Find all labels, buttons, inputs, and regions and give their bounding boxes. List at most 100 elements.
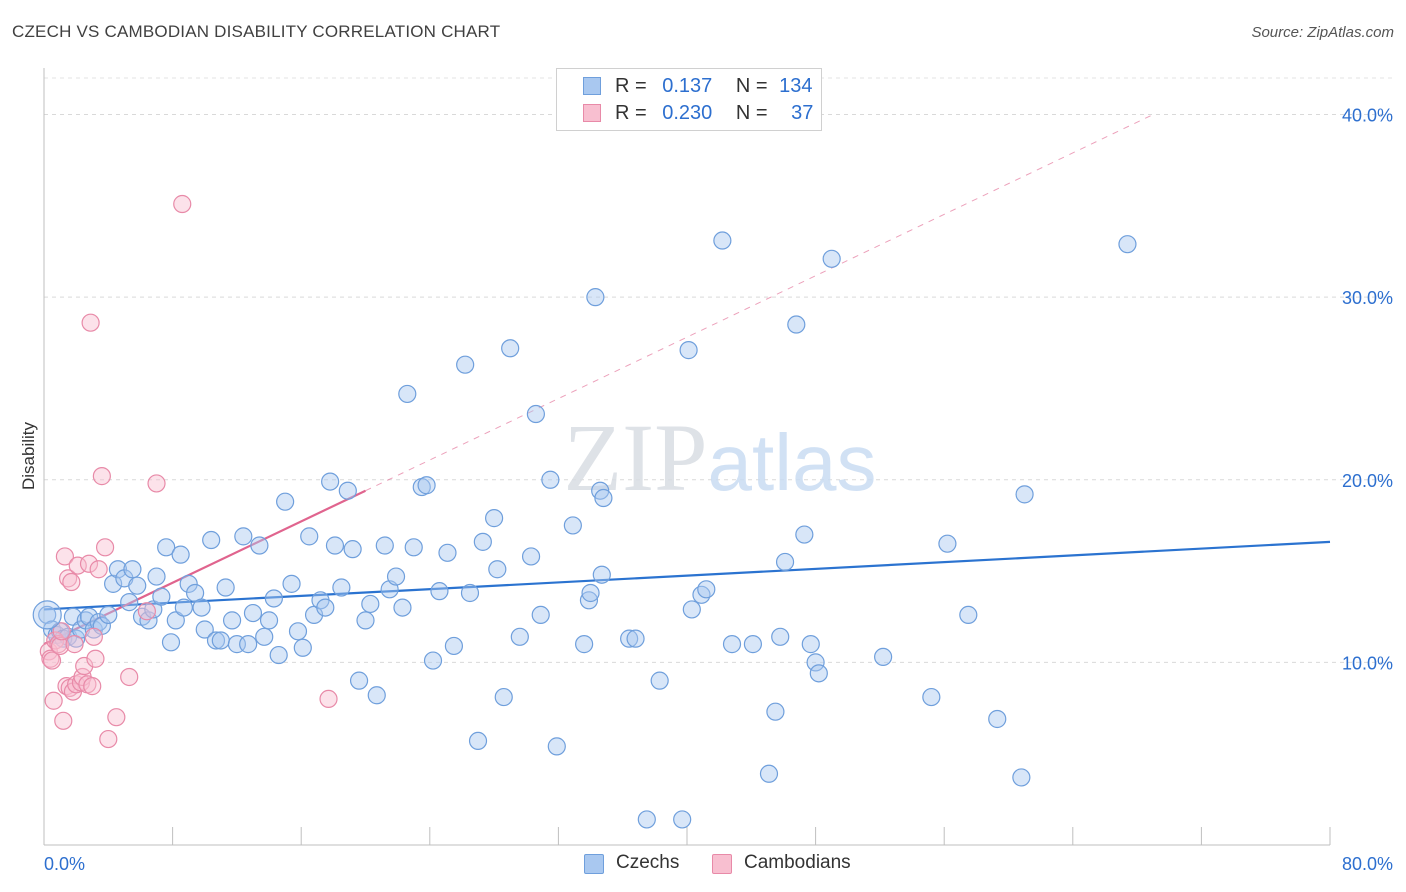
cambodian-point [86,649,105,668]
czech-point [575,635,594,654]
stats-legend: R = 0.137 N = 134 R = 0.230 N = 37 [556,68,822,131]
axes [43,68,1331,846]
czech-point [250,536,269,555]
czech-point [202,530,221,550]
czech-point [264,589,283,608]
czech-point [269,645,288,665]
cambodian-point [52,622,71,641]
czechs-legend-swatch [584,854,604,874]
czech-point [216,578,235,597]
czech-point [293,638,312,657]
czech-point [152,587,171,606]
czech-point [255,627,274,646]
czech-point [1015,485,1034,504]
czech-point [386,567,406,586]
czech-point [147,567,166,586]
czech-point [775,552,795,572]
czech-point [423,651,443,670]
czech-point [473,532,492,551]
czech-point [581,583,600,603]
czech-point [531,605,550,625]
czechs-swatch [583,77,601,95]
czech-point [120,593,139,612]
czech-point [144,600,163,619]
czech-point [510,627,529,646]
n-value: 37 [791,102,814,124]
czech-point [128,576,147,595]
czech-point [243,603,263,623]
y-axis-label: Disability [19,421,38,490]
czech-point [809,664,828,683]
czech-point [444,636,464,656]
czech-point [697,580,716,599]
cambodian-point [50,636,70,656]
czech-point [259,611,279,630]
series-legend: Czechs Cambodians [0,852,1406,876]
czech-point [682,600,701,619]
source-label: Source: ZipAtlas.com [1251,24,1394,41]
cambodian-point [84,627,103,646]
czech-point [108,560,128,579]
czech-point [713,231,732,250]
czech-point [139,611,158,630]
czech-point [174,598,193,617]
cambodian-trend-extension [365,114,1154,492]
czech-point [806,653,825,672]
czech-point [211,631,230,650]
czech-point [460,583,480,603]
r-value: 0.137 [662,75,713,97]
cambodian-point [75,656,94,676]
czech-point [276,492,295,511]
czech-point [787,315,806,334]
czech-point [157,538,176,557]
czech-point [195,620,214,639]
czech-point [692,585,711,604]
r-label: R = [615,75,647,97]
n-label: N = [735,75,768,97]
chart-title: CZECH VS CAMBODIAN DISABILITY CORRELATIO… [12,22,501,41]
czech-point [325,536,345,555]
cambodians-legend-label: Cambodians [744,852,851,873]
czech-point [179,574,198,593]
czech-point [456,355,475,374]
czech-point [430,582,449,601]
cambodian-point [65,635,84,654]
cambodian-point [107,708,126,727]
cambodian-point [62,572,81,592]
czech-point [938,534,957,553]
czech-point [367,686,386,705]
cambodian-point [44,691,63,710]
czech-point [393,598,412,617]
czech-point [343,540,362,559]
czech-point [795,525,814,544]
czech-point [300,527,319,546]
n-value: 134 [779,75,813,97]
czech-point [161,633,181,652]
czech-point [222,611,242,630]
czech-point [239,635,258,654]
czech-point [338,481,357,500]
czech-point [192,598,211,617]
czech-point [104,574,123,593]
stats-text-czechs: R = 0.137 N = 134 [615,75,813,98]
cambodian-point [99,729,118,749]
czech-point [637,810,656,829]
tick-labels: 10.0% 20.0% 30.0% 40.0% 0.0% 80.0% [44,106,1393,874]
data-points [32,194,1137,829]
czech-point [171,545,190,564]
n-label: N = [735,102,768,124]
czech-point [922,687,941,707]
czechs-legend-label: Czechs [616,852,680,873]
r-label: R = [615,102,647,124]
czech-point [959,605,978,625]
czech-point [485,509,504,528]
czech-point [1118,235,1137,254]
cambodian-point [81,313,100,332]
cambodian-point [55,547,74,566]
czech-point [417,476,436,495]
czech-point [234,527,253,546]
czech-point [759,764,779,783]
czech-point [988,709,1007,729]
czech-point [579,591,599,610]
cambodian-point [92,467,111,486]
